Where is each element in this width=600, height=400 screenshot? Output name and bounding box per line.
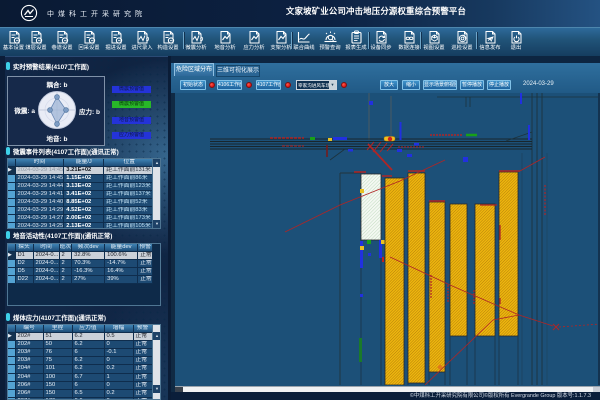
- svg-text:地音: b: 地音: b: [47, 134, 68, 143]
- svg-text:耦合: b: 耦合: b: [47, 80, 68, 89]
- svg-text:应力: b: 应力: b: [79, 107, 100, 116]
- svg-text:微震: a: 微震: a: [13, 106, 35, 115]
